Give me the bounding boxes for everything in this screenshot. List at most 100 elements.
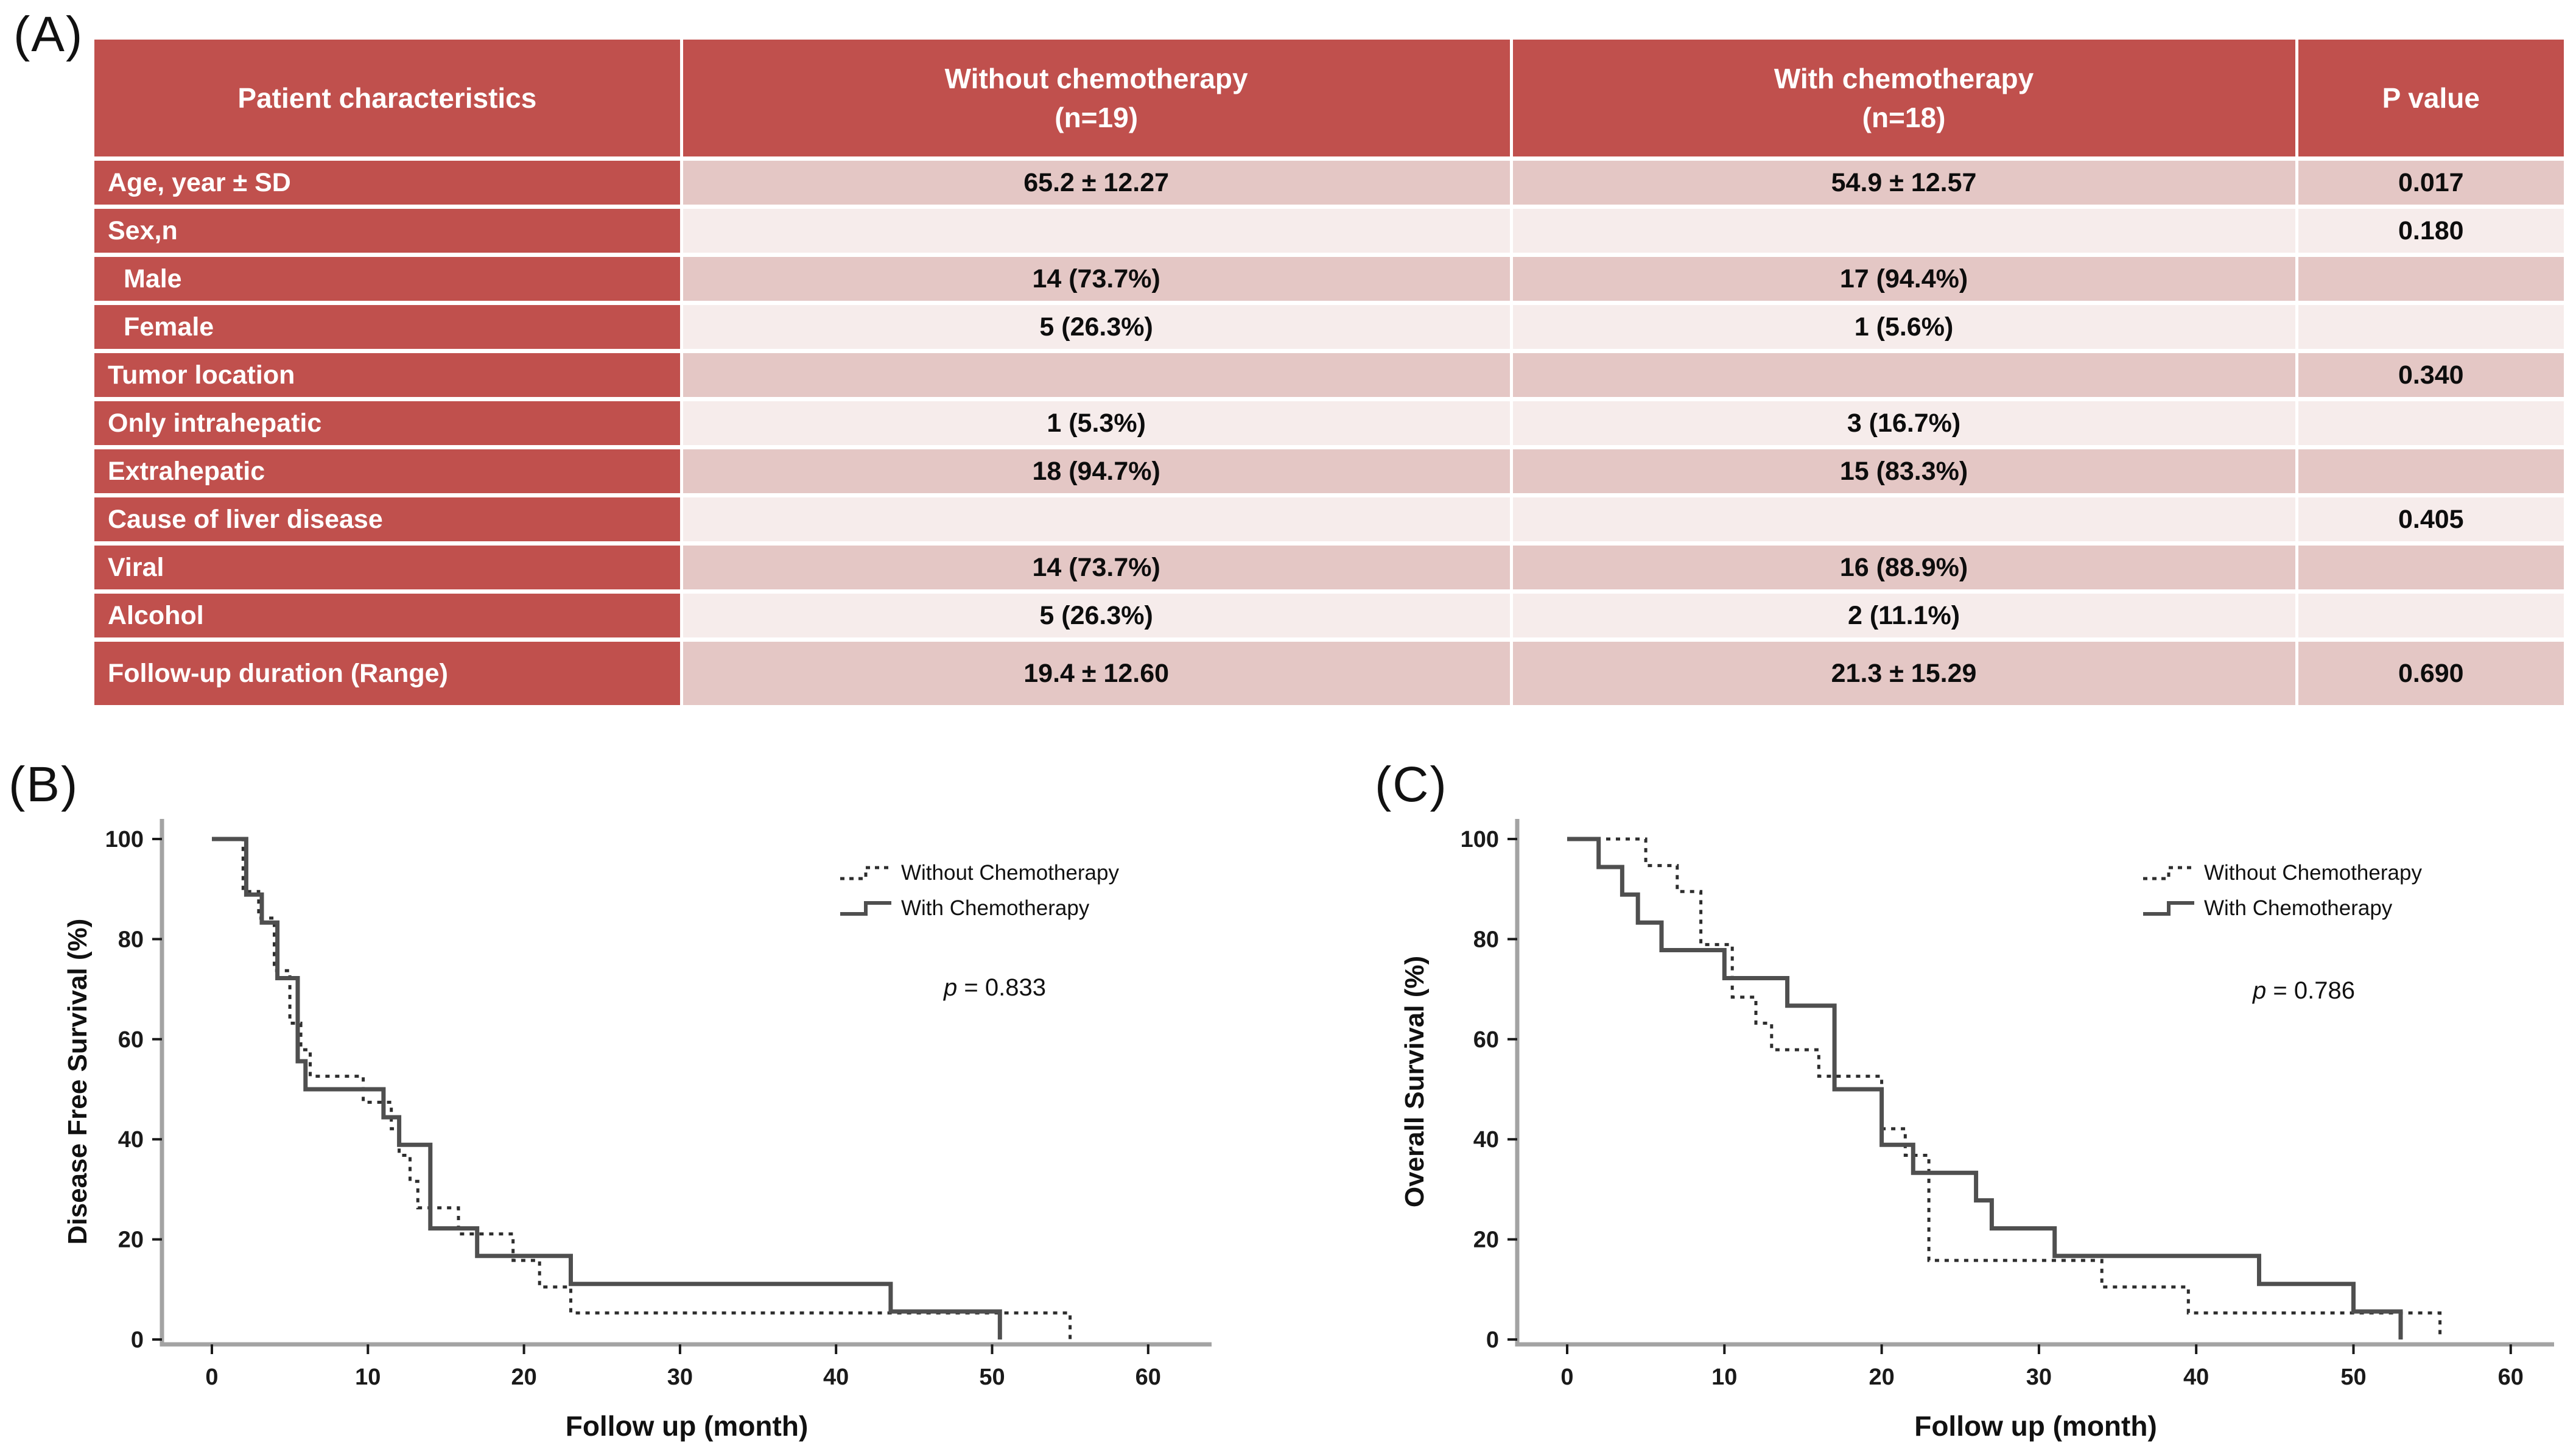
y-tick-label: 40 xyxy=(1473,1127,1499,1153)
x-tick-label: 50 xyxy=(979,1364,1005,1390)
table-row: Female 5 (26.3%) 1 (5.6%) xyxy=(94,305,2564,349)
cell-p-value xyxy=(2298,449,2564,493)
row-label: Extrahepatic xyxy=(94,449,680,493)
panel-c-label: (C) xyxy=(1375,757,1448,812)
legend-sample-dashed xyxy=(2143,866,2194,880)
axis-lines xyxy=(1515,819,2554,1347)
cell-without-chemotherapy: 18 (94.7%) xyxy=(683,449,1510,493)
y-tick-label: 20 xyxy=(118,1227,144,1253)
row-label: Cause of liver disease xyxy=(94,497,680,541)
patient-characteristics-table: Patient characteristics Without chemothe… xyxy=(91,35,2567,709)
y-tick-label: 0 xyxy=(131,1327,144,1353)
cell-without-chemotherapy xyxy=(683,209,1510,253)
table-row: Age, year ± SD 65.2 ± 12.27 54.9 ± 12.57 0.… xyxy=(94,161,2564,205)
cell-p-value xyxy=(2298,257,2564,301)
cell-p-value: 0.340 xyxy=(2298,353,2564,397)
table-row: Male 14 (73.7%) 17 (94.4%) xyxy=(94,257,2564,301)
table-row: Viral 14 (73.7%) 16 (88.9%) xyxy=(94,546,2564,589)
header-line: (n=19) xyxy=(1055,102,1139,133)
cell-with-chemotherapy: 15 (83.3%) xyxy=(1512,449,2295,493)
x-tick-label: 10 xyxy=(1711,1364,1737,1390)
header-patient-characteristics: Patient characteristics xyxy=(94,40,680,156)
x-tick-label: 40 xyxy=(823,1364,849,1390)
table-row: Only intrahepatic 1 (5.3%) 3 (16.7%) xyxy=(94,401,2564,445)
y-tick-label: 0 xyxy=(1486,1327,1499,1353)
table-row: Extrahepatic 18 (94.7%) 15 (83.3%) xyxy=(94,449,2564,493)
y-tick-label: 100 xyxy=(105,827,144,852)
table-row: Follow-up duration (Range) 19.4 ± 12.60 21… xyxy=(94,642,2564,705)
y-tick-label: 20 xyxy=(1473,1227,1499,1253)
cell-with-chemotherapy: 3 (16.7%) xyxy=(1512,401,2295,445)
row-label: Male xyxy=(94,257,680,301)
row-label: Tumor location xyxy=(94,353,680,397)
row-label: Sex,n xyxy=(94,209,680,253)
x-tick-label: 30 xyxy=(667,1364,693,1390)
legend-sample-solid xyxy=(2143,901,2194,916)
cell-p-value: 0.690 xyxy=(2298,642,2564,705)
x-axis-label: Follow up (month) xyxy=(1914,1410,2157,1442)
legend-label: With Chemotherapy xyxy=(2204,896,2393,920)
cell-p-value xyxy=(2298,546,2564,589)
x-axis-label: Follow up (month) xyxy=(566,1410,809,1442)
y-tick-label: 100 xyxy=(1461,827,1499,852)
cell-p-value: 0.180 xyxy=(2298,209,2564,253)
table-body: Age, year ± SD 65.2 ± 12.27 54.9 ± 12.57 0.… xyxy=(94,161,2564,705)
cell-p-value xyxy=(2298,401,2564,445)
cell-with-chemotherapy: 1 (5.6%) xyxy=(1512,305,2295,349)
cell-without-chemotherapy: 1 (5.3%) xyxy=(683,401,1510,445)
cell-without-chemotherapy: 5 (26.3%) xyxy=(683,594,1510,637)
header-with-chemotherapy: With chemotherapy (n=18) xyxy=(1512,40,2295,156)
legend-label: Without Chemotherapy xyxy=(2204,861,2422,885)
row-label: Viral xyxy=(94,546,680,589)
cell-without-chemotherapy xyxy=(683,353,1510,397)
km-curve-with-chemotherapy xyxy=(1567,837,2403,1339)
y-axis-label: Disease Free Survival (%) xyxy=(63,919,93,1245)
cell-with-chemotherapy: 17 (94.4%) xyxy=(1512,257,2295,301)
row-label: Female xyxy=(94,305,680,349)
x-tick-label: 0 xyxy=(1560,1364,1573,1390)
legend-label: With Chemotherapy xyxy=(901,896,1090,920)
cell-with-chemotherapy: 16 (88.9%) xyxy=(1512,546,2295,589)
cell-p-value: 0.405 xyxy=(2298,497,2564,541)
cell-p-value xyxy=(2298,305,2564,349)
row-label: Follow-up duration (Range) xyxy=(94,642,680,705)
cell-without-chemotherapy: 5 (26.3%) xyxy=(683,305,1510,349)
p-value-label: p = 0.786 xyxy=(2252,977,2355,1004)
y-tick-label: 40 xyxy=(118,1127,144,1153)
row-label: Alcohol xyxy=(94,594,680,637)
y-tick-label: 60 xyxy=(118,1027,144,1053)
cell-without-chemotherapy: 65.2 ± 12.27 xyxy=(683,161,1510,205)
y-tick-label: 80 xyxy=(118,927,144,952)
legend-sample-solid xyxy=(840,901,891,916)
cell-without-chemotherapy xyxy=(683,497,1510,541)
x-tick-label: 50 xyxy=(2340,1364,2366,1390)
header-line: Without chemotherapy xyxy=(944,62,1248,94)
y-tick-label: 80 xyxy=(1473,927,1499,952)
cell-with-chemotherapy: 21.3 ± 15.29 xyxy=(1512,642,2295,705)
cell-without-chemotherapy: 14 (73.7%) xyxy=(683,257,1510,301)
x-tick-label: 40 xyxy=(2183,1364,2209,1390)
table-row: Alcohol 5 (26.3%) 2 (11.1%) xyxy=(94,594,2564,637)
legend-sample-dashed xyxy=(840,866,891,880)
header-without-chemotherapy: Without chemotherapy (n=19) xyxy=(683,40,1510,156)
y-axis-label: Overall Survival (%) xyxy=(1400,956,1430,1207)
km-curve-without-chemotherapy xyxy=(212,837,1072,1339)
cell-p-value: 0.017 xyxy=(2298,161,2564,205)
row-label: Only intrahepatic xyxy=(94,401,680,445)
cell-p-value xyxy=(2298,594,2564,637)
axis-lines xyxy=(160,819,1212,1347)
legend-label: Without Chemotherapy xyxy=(901,861,1119,885)
x-tick-label: 20 xyxy=(511,1364,536,1390)
row-label: Age, year ± SD xyxy=(94,161,680,205)
p-value-label: p = 0.833 xyxy=(943,974,1046,1001)
cell-with-chemotherapy: 54.9 ± 12.57 xyxy=(1512,161,2295,205)
cell-with-chemotherapy: 2 (11.1%) xyxy=(1512,594,2295,637)
header-line: With chemotherapy xyxy=(1774,62,2034,94)
table-header-row: Patient characteristics Without chemothe… xyxy=(94,40,2564,156)
x-tick-label: 60 xyxy=(1135,1364,1161,1390)
cell-with-chemotherapy xyxy=(1512,209,2295,253)
header-line: (n=18) xyxy=(1862,102,1946,133)
table-row: Sex,n 0.180 xyxy=(94,209,2564,253)
overall-survival-chart: 0 20 40 60 80 100 0 10 20 30 40 50 60 Follow up (mont… xyxy=(1400,819,2554,1442)
